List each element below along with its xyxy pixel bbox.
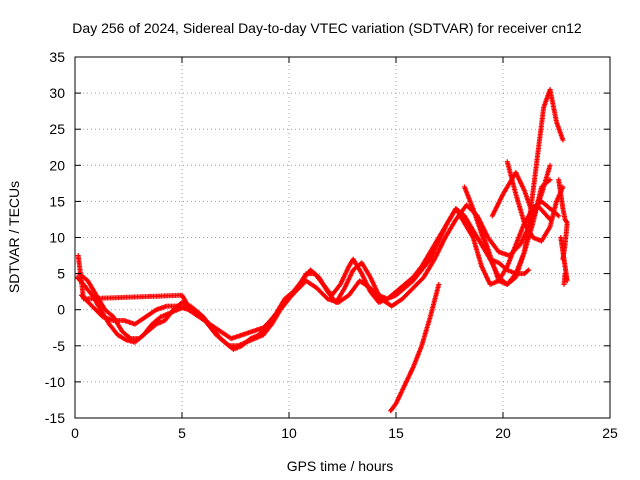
y-tick-label: -15 — [45, 410, 65, 426]
y-tick-label: 25 — [49, 121, 65, 137]
y-axis-label: SDTVAR / TECUs — [6, 181, 22, 293]
y-tick-label: -5 — [53, 338, 66, 354]
data-series — [74, 86, 570, 414]
x-tick-label: 0 — [71, 425, 79, 441]
x-tick-label: 15 — [388, 425, 404, 441]
series-track-10 — [558, 235, 570, 287]
y-tick-label: 30 — [49, 85, 65, 101]
x-tick-label: 25 — [602, 425, 618, 441]
x-tick-label: 5 — [178, 425, 186, 441]
x-tick-label: 10 — [281, 425, 297, 441]
data-point — [183, 299, 189, 305]
data-point — [546, 215, 552, 221]
grid-lines — [75, 57, 610, 418]
series-track-3 — [76, 198, 562, 352]
x-axis-ticks: 0 5 10 15 20 25 — [71, 57, 618, 441]
data-point — [436, 281, 442, 287]
y-tick-label: 15 — [49, 193, 65, 209]
series-track-11 — [75, 253, 189, 305]
y-tick-label: 20 — [49, 157, 65, 173]
y-axis-ticks: -15 -10 -5 0 5 10 15 20 25 30 35 — [45, 49, 610, 426]
data-point — [547, 162, 553, 168]
series-track-2 — [78, 162, 553, 342]
series-track-4 — [388, 281, 442, 414]
x-axis-label: GPS time / hours — [287, 458, 394, 474]
data-point — [526, 267, 532, 273]
y-tick-label: -10 — [45, 374, 65, 390]
y-tick-label: 0 — [57, 302, 65, 318]
data-point — [561, 281, 567, 287]
chart-title: Day 256 of 2024, Sidereal Day-to-day VTE… — [72, 20, 582, 36]
data-point — [556, 213, 562, 219]
y-tick-label: 10 — [49, 230, 65, 246]
data-point — [547, 177, 553, 183]
y-tick-label: 35 — [49, 49, 65, 65]
y-tick-label: 5 — [57, 266, 65, 282]
data-point — [560, 137, 566, 143]
x-tick-label: 20 — [495, 425, 511, 441]
